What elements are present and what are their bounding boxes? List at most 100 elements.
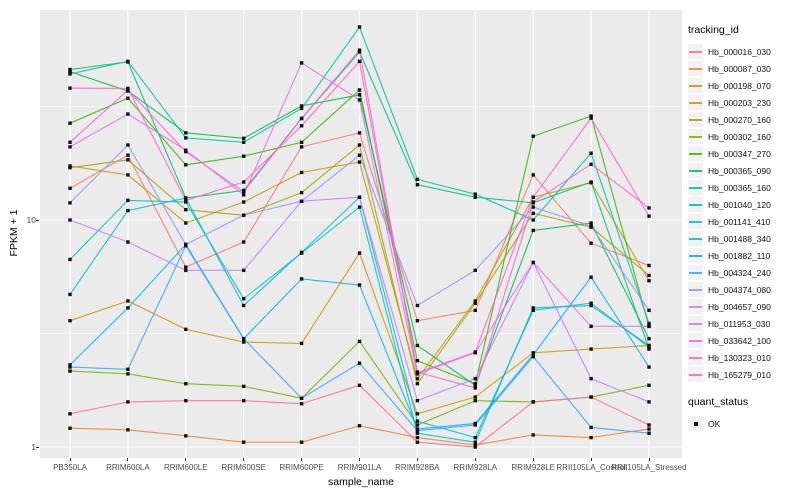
legend-item-label: Hb_001141_410 — [708, 216, 771, 227]
data-point — [589, 376, 593, 381]
x-tick-mark — [648, 458, 650, 461]
series-line-icon — [688, 95, 703, 110]
data-point — [68, 257, 72, 262]
data-point — [415, 419, 420, 423]
data-point — [299, 116, 304, 121]
x-tick-label: RRIM901LA — [337, 463, 382, 472]
series-line-icon — [688, 214, 703, 229]
x-tick-mark — [301, 458, 303, 461]
data-point — [242, 213, 246, 217]
legend-item-label: Hb_001040_120 — [708, 199, 771, 210]
legend-item: Hb_033642_100 — [688, 332, 800, 349]
legend-title-quant-status: quant_status — [688, 396, 749, 408]
x-tick-mark — [69, 458, 71, 461]
data-point — [299, 140, 304, 144]
data-point — [299, 402, 304, 406]
legend-item-label: Hb_000270_160 — [708, 114, 771, 125]
legend-item: Hb_130323_010 — [688, 349, 800, 366]
data-point — [647, 308, 651, 313]
data-point — [242, 200, 246, 204]
data-point — [242, 340, 246, 344]
data-point — [473, 350, 477, 354]
data-point — [68, 369, 72, 373]
data-point — [589, 324, 593, 329]
x-tick-mark — [185, 458, 187, 461]
series-line-icon — [688, 333, 703, 348]
data-point — [473, 395, 477, 399]
data-point — [242, 336, 246, 341]
series-line-icon — [688, 316, 703, 331]
data-point — [473, 308, 477, 313]
data-point — [647, 365, 651, 369]
data-point — [126, 240, 130, 244]
data-point — [473, 299, 477, 303]
data-point — [531, 260, 535, 265]
data-point — [473, 435, 477, 440]
data-point — [473, 443, 477, 447]
legend-item-label: Hb_000016_030 — [708, 46, 771, 57]
legend-item: Hb_165279_010 — [688, 366, 800, 383]
data-point — [415, 319, 420, 323]
data-point — [531, 200, 535, 204]
data-point — [242, 240, 246, 244]
data-point — [473, 398, 477, 403]
legend-item-label: Hb_000302_160 — [708, 131, 771, 142]
data-point — [184, 131, 188, 135]
data-point — [299, 190, 304, 195]
data-point — [531, 134, 535, 138]
legend-item: Hb_000365_160 — [688, 179, 800, 196]
data-point — [415, 382, 420, 386]
x-tick-label: RRIM600SE — [221, 463, 266, 472]
data-point — [184, 198, 188, 203]
data-point — [531, 354, 535, 359]
data-point — [647, 263, 651, 268]
data-point — [531, 228, 535, 233]
data-point — [126, 112, 130, 116]
data-point — [357, 339, 362, 344]
data-point — [299, 440, 304, 444]
data-point — [126, 86, 130, 91]
data-point — [415, 370, 420, 374]
data-point — [531, 218, 535, 222]
data-point — [184, 208, 188, 212]
legend-section-quant-status: quant_status OK — [688, 396, 800, 432]
legend-item-label: Hb_001882_110 — [708, 250, 771, 261]
data-point — [589, 114, 593, 118]
x-tick-mark — [474, 458, 476, 461]
data-point — [299, 104, 304, 108]
legend-item: Hb_011953_030 — [688, 315, 800, 332]
y-tick-label-10: 10 — [26, 215, 36, 225]
data-point — [184, 136, 188, 140]
data-point — [184, 149, 188, 154]
data-point — [126, 173, 130, 177]
data-point — [126, 96, 130, 100]
data-point — [242, 268, 246, 273]
plot-panel — [40, 10, 682, 458]
data-point — [126, 306, 130, 310]
series-line-icon — [688, 146, 703, 161]
data-point — [299, 277, 304, 281]
data-point — [473, 376, 477, 381]
x-tick-label: RRIM928LA — [453, 463, 498, 472]
data-point — [357, 25, 362, 29]
data-point — [68, 365, 72, 369]
x-tick-label: RRIM600PE — [279, 463, 324, 472]
data-point — [126, 367, 130, 371]
data-point — [647, 343, 651, 348]
legend-item: Hb_001488_340 — [688, 230, 800, 247]
legend: tracking_id Hb_000016_030 Hb_000087_030 Hb… — [688, 24, 800, 432]
legend-item-label: Hb_130323_010 — [708, 352, 771, 363]
series-line-icon — [688, 78, 703, 93]
data-point — [531, 173, 535, 177]
data-point — [299, 106, 304, 111]
data-point — [473, 383, 477, 387]
legend-item-label: Hb_000365_160 — [708, 182, 771, 193]
data-point — [357, 59, 362, 64]
series-line-icon — [688, 129, 703, 144]
data-point — [68, 319, 72, 323]
data-point — [357, 251, 362, 255]
data-point — [126, 428, 130, 432]
data-point — [415, 343, 420, 348]
data-point — [242, 384, 246, 389]
series-line-icon — [688, 265, 703, 280]
